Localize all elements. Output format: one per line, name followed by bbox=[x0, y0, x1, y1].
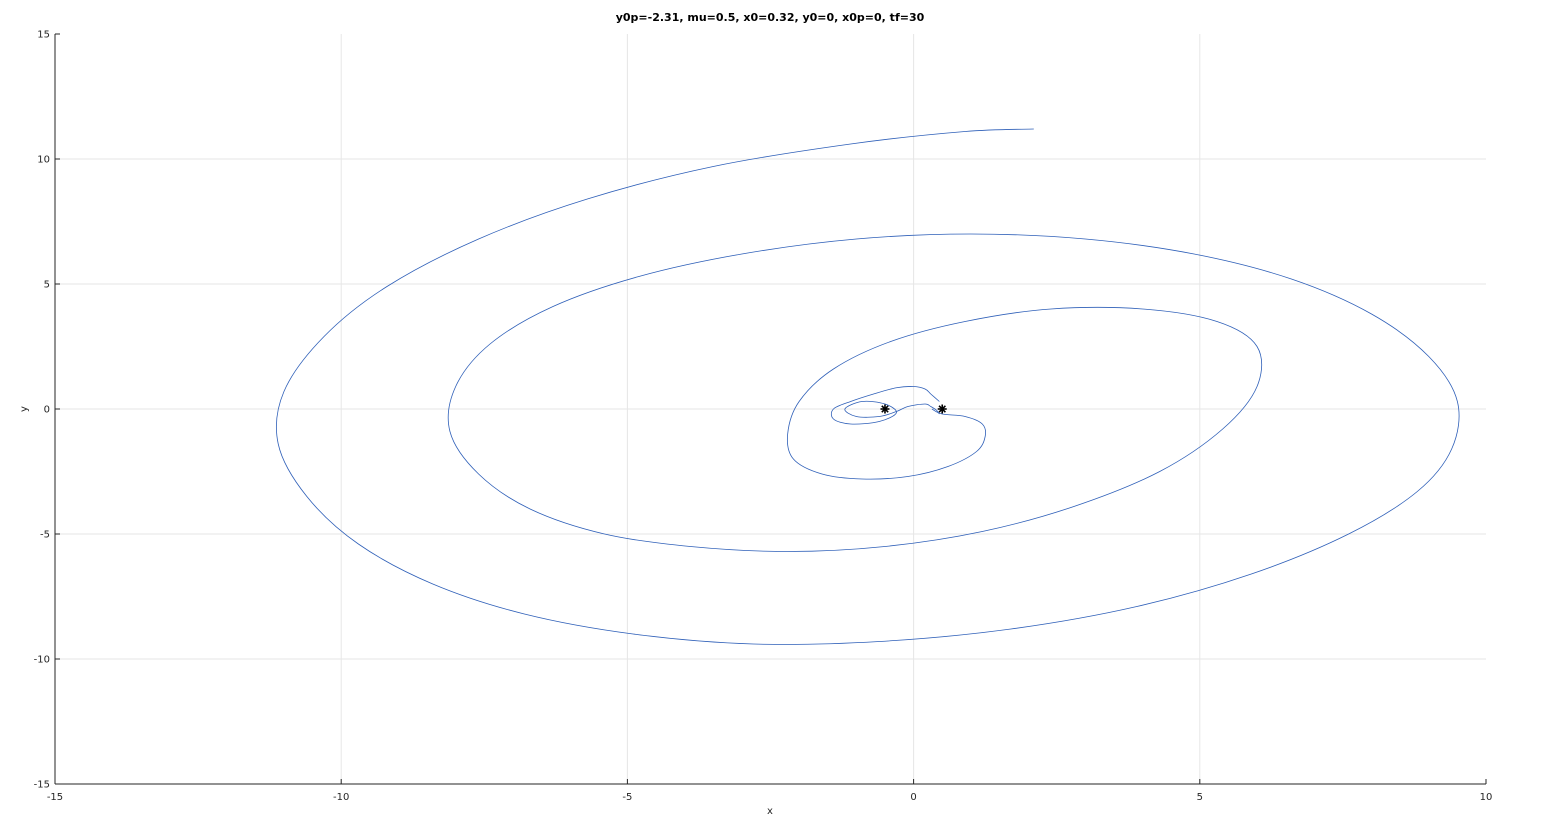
x-tick-label: 0 bbox=[910, 792, 916, 803]
x-tick-label: -15 bbox=[47, 792, 63, 803]
grid-lines bbox=[55, 34, 1486, 784]
star-stroke bbox=[881, 405, 889, 413]
y-tick-label: -10 bbox=[34, 655, 50, 666]
y-tick-label: -15 bbox=[34, 780, 50, 791]
y-tick-label: 10 bbox=[37, 155, 50, 166]
trajectory-line bbox=[275, 128, 1460, 645]
y-tick-label: 0 bbox=[44, 405, 50, 416]
star-stroke bbox=[938, 405, 946, 413]
primary-body-marker bbox=[880, 404, 890, 414]
chart-title: y0p=-2.31, mu=0.5, x0=0.32, y0=0, x0p=0,… bbox=[616, 11, 925, 24]
body-markers bbox=[880, 404, 947, 414]
secondary-body-marker bbox=[937, 404, 947, 414]
x-tick-label: -5 bbox=[622, 792, 632, 803]
x-axis-label: x bbox=[767, 806, 773, 817]
trajectory-line bbox=[830, 386, 940, 425]
x-tick-label: 5 bbox=[1197, 792, 1203, 803]
x-tick-label: 10 bbox=[1480, 792, 1493, 803]
y-tick-label: -5 bbox=[40, 530, 50, 541]
axes bbox=[54, 33, 1487, 785]
data-series bbox=[275, 128, 1460, 645]
x-tick-label: -10 bbox=[333, 792, 349, 803]
tick-labels: -15 -10 -5 0 5 10 -15 -10 -5 0 5 10 15 bbox=[34, 30, 1493, 804]
y-tick-label: 5 bbox=[44, 280, 50, 291]
y-tick-label: 15 bbox=[37, 30, 50, 41]
y-axis-label: y bbox=[19, 406, 30, 412]
